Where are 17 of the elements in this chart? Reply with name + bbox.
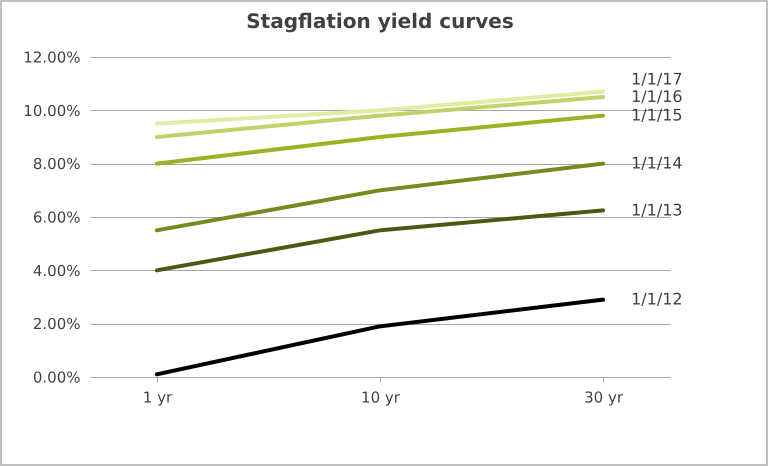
series-label: 1/1/16 <box>631 87 683 106</box>
x-tick-label: 30 yr <box>584 388 624 406</box>
series-label: 1/1/15 <box>631 106 683 125</box>
series-label: 1/1/14 <box>631 154 683 173</box>
y-tick-label: 10.00% <box>23 102 80 120</box>
y-tick-label: 2.00% <box>32 315 80 334</box>
y-tick-label: 0.00% <box>32 368 80 386</box>
y-tick-label: 4.00% <box>32 262 80 280</box>
chart-title: Stagflation yield curves <box>246 9 514 33</box>
x-tick-label: 10 yr <box>361 388 401 406</box>
y-tick-label: 6.00% <box>32 208 80 226</box>
series-label: 1/1/13 <box>631 200 683 220</box>
y-tick-label: 12.00% <box>23 48 80 66</box>
series-label: 1/1/12 <box>631 290 683 309</box>
y-tick-label: 8.00% <box>32 155 80 174</box>
series-label: 1/1/17 <box>631 69 683 88</box>
x-tick-label: 1 yr <box>142 388 173 406</box>
